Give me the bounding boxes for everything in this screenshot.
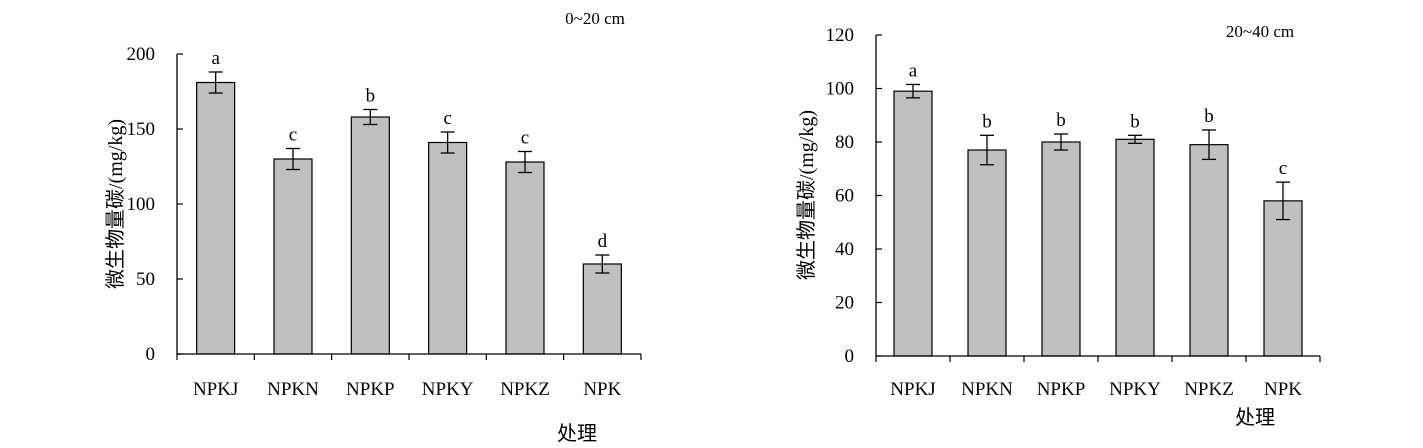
y-tick-label: 150 [127,119,156,140]
significance-label: a [909,60,918,81]
y-tick-label: 50 [136,269,155,290]
y-tick-label: 120 [826,25,855,46]
error-bar-npkj [906,83,920,99]
y-tick-label: 80 [835,132,854,153]
x-tick-label: NPKZ [1184,379,1234,400]
x-tick-label: NPKY [422,379,474,400]
error-bar-npkn [286,147,300,171]
x-tick-label: NPK [1264,379,1302,400]
significance-label: c [1279,158,1287,179]
significance-label: d [598,231,608,252]
bar-npkn [967,149,1007,357]
error-bar-npky [1128,134,1142,144]
x-tick-label: NPKP [346,379,395,400]
y-tick-label: 60 [835,186,854,207]
y-tick-label: 100 [826,79,855,100]
chart-1: a NPKJ c NPKN b NPKP c NPKY c NPKZ d NPK 0 50 100 150 20… [104,9,642,445]
error-bar-npkz [518,150,532,174]
bar-npky [428,141,468,355]
error-bar-npky [440,131,455,154]
y-tick-label: 0 [146,344,156,365]
error-bar-npk [595,254,610,274]
x-tick-label: NPKY [1109,379,1161,400]
bar-npkj [196,81,236,355]
depth-annotation: 20~40 cm [1226,22,1294,41]
x-tick-label: NPKZ [500,379,550,400]
significance-label: b [982,111,992,132]
significance-label: c [521,128,529,149]
error-bar-npkj [208,71,223,94]
significance-label: b [1130,111,1140,132]
x-tick-label: NPKJ [193,379,238,400]
bar-npkp [1041,141,1081,357]
significance-label: a [211,48,220,69]
x-axis-title: 处理 [1235,406,1275,429]
x-tick-label: NPKJ [890,379,935,400]
bar-npkn [273,158,313,355]
bar-npky [1115,138,1155,357]
y-axis-title: 微生物量碳/(mg/kg) [104,119,127,289]
significance-label: c [289,125,297,146]
y-tick-label: 20 [835,293,854,314]
bar-npkz [505,161,545,355]
x-axis-title: 处理 [557,422,597,445]
x-tick-label: NPKN [961,379,1013,400]
bar-npk [582,263,622,355]
y-tick-label: 40 [835,239,854,260]
y-tick-label: 200 [127,44,156,65]
depth-annotation: 0~20 cm [565,9,625,28]
y-axis-title: 微生物量碳/(mg/kg) [795,110,818,280]
chart-2: a NPKJ b NPKN b NPKP b NPKY b NPKZ c NPK 0 20 40 60 80 10… [795,22,1321,429]
significance-label: b [366,86,376,107]
significance-label: b [1204,106,1214,127]
bar-npkp [350,116,390,355]
error-bar-npk [1276,181,1290,221]
bar-npkj [893,90,933,357]
error-bar-npkp [363,108,378,126]
x-tick-label: NPK [583,379,621,400]
x-tick-label: NPKP [1037,379,1086,400]
error-bar-npkn [980,134,994,166]
y-tick-label: 100 [127,194,156,215]
bar-npk [1263,200,1303,357]
x-tick-label: NPKN [267,379,319,400]
significance-label: b [1056,110,1066,131]
bar-npkz [1189,144,1229,357]
error-bar-npkz [1202,129,1216,161]
significance-label: c [443,108,451,129]
y-tick-label: 0 [845,346,855,367]
error-bar-npkp [1054,133,1068,151]
